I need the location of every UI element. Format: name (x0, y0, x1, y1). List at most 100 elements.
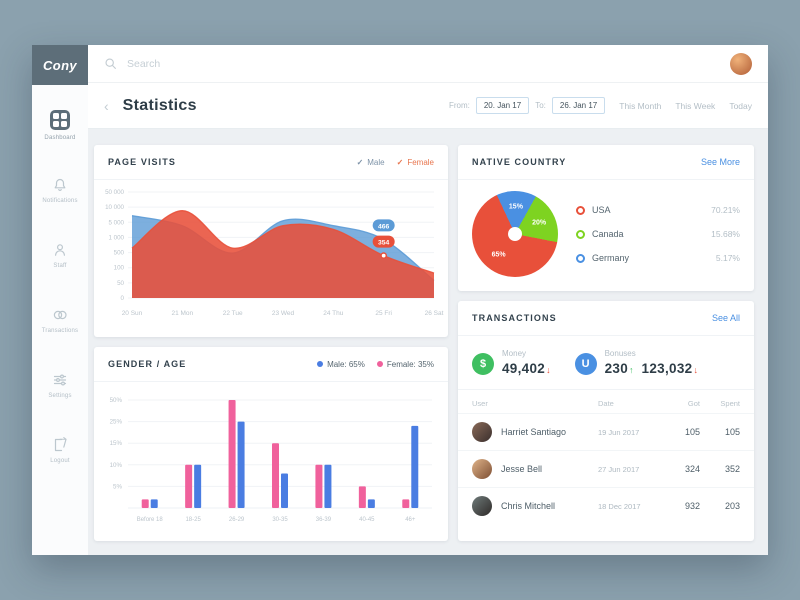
transaction-row[interactable]: Chris Mitchell 18 Dec 2017 932 203 (458, 487, 754, 524)
sidebar-item-label: Staff (53, 263, 67, 269)
svg-text:18-25: 18-25 (185, 517, 201, 523)
search-input[interactable] (125, 56, 730, 71)
sidebar-item-logout[interactable]: Logout (32, 418, 88, 483)
svg-text:0: 0 (121, 295, 125, 302)
legend-row-canada[interactable]: Canada 15.68% (576, 222, 740, 246)
range-this-month[interactable]: This Month (619, 100, 662, 111)
svg-text:46+: 46+ (405, 517, 416, 523)
user-avatar[interactable] (730, 52, 752, 75)
stat-value: 49,402 (502, 361, 546, 376)
legend-male: Male: 65% (317, 360, 365, 369)
search-icon (105, 58, 116, 69)
svg-text:50: 50 (117, 280, 124, 287)
legend-toggle-female[interactable]: ✓ Female (397, 158, 434, 167)
svg-text:25%: 25% (110, 419, 123, 426)
date-range-controls: From: 20. Jan 17 To: 26. Jan 17 This Mon… (449, 97, 752, 114)
legend-ring (576, 229, 585, 239)
range-this-week[interactable]: This Week (675, 100, 716, 111)
legend-toggle-male[interactable]: ✓ Male (357, 158, 385, 167)
user-name: Harriet Santiago (501, 427, 567, 437)
user-name: Chris Mitchell (501, 501, 556, 511)
pie-hole (508, 227, 522, 241)
country-name: USA (592, 205, 611, 215)
sidebar-item-notifications[interactable]: Notifications (32, 158, 88, 223)
sidebar-item-label: Notifications (42, 198, 78, 204)
bonuses-stat: U Bonuses 230↑ 123,032↓ (574, 349, 698, 378)
legend-row-usa[interactable]: USA 70.21% (576, 198, 740, 222)
sidebar-item-staff[interactable]: Staff (32, 223, 88, 288)
stat-value: 123,032 (641, 361, 693, 376)
date-from-button[interactable]: 20. Jan 17 (475, 97, 530, 114)
got: 324 (684, 464, 700, 474)
svg-text:26-29: 26-29 (229, 517, 245, 523)
app-logo: Cony (32, 45, 88, 85)
page-title: Statistics (122, 96, 197, 114)
coins-icon (53, 310, 67, 320)
legend-dot (317, 361, 324, 367)
app-window: Cony Dashboard Notifications Staff Trans… (32, 45, 768, 555)
sidebar-item-label: Transactions (41, 328, 79, 334)
card-title: GENDER / AGE (108, 359, 187, 369)
legend-ring (576, 205, 585, 215)
sidebar-item-settings[interactable]: Settings (32, 353, 88, 418)
legend-label: Male (367, 157, 385, 167)
user-name: Jesse Bell (501, 464, 543, 474)
sidebar-nav: Dashboard Notifications Staff Transactio… (32, 85, 88, 483)
card-title: NATIVE COUNTRY (472, 157, 567, 167)
country-legend: USA 70.21% Canada 15.68% Germany 5.17% (576, 198, 740, 270)
arrow-down-icon: ↓ (546, 365, 551, 375)
back-chevron-icon[interactable]: ‹ (104, 97, 109, 114)
svg-text:40-45: 40-45 (359, 517, 375, 523)
svg-text:10 000: 10 000 (105, 204, 124, 211)
svg-text:50%: 50% (110, 397, 123, 404)
page-visits-card: PAGE VISITS ✓ Male ✓ Female 50 000 10 000… (94, 145, 448, 337)
card-title: TRANSACTIONS (472, 313, 557, 323)
gender-age-card: GENDER / AGE Male: 65% Female: 35% 5% 10%… (94, 347, 448, 541)
table-header: User Date Got Spent (458, 390, 754, 413)
sliders-icon (53, 374, 67, 386)
spent: 105 (724, 427, 740, 437)
transaction-row[interactable]: Harriet Santiago 19 Jun 2017 105 105 (458, 413, 754, 450)
transaction-row[interactable]: Jesse Bell 27 Jun 2017 324 352 (458, 450, 754, 487)
dollar-icon: $ (472, 352, 494, 375)
range-today[interactable]: Today (729, 100, 752, 111)
svg-text:20 Sun: 20 Sun (122, 310, 143, 317)
see-all-link[interactable]: See All (711, 313, 740, 323)
sidebar-item-dashboard[interactable]: Dashboard (32, 93, 88, 158)
card-title: PAGE VISITS (108, 157, 176, 167)
arrow-down-icon: ↓ (693, 365, 698, 375)
dashboard-icon (50, 110, 70, 130)
from-label: From: (448, 101, 470, 110)
country-value: 15.68% (711, 229, 740, 239)
svg-text:21 Mon: 21 Mon (171, 310, 193, 317)
svg-text:26 Sat: 26 Sat (425, 310, 444, 317)
col-spent: Spent (720, 399, 740, 408)
svg-text:Before 18: Before 18 (137, 517, 164, 523)
content-area: PAGE VISITS ✓ Male ✓ Female 50 000 10 000… (88, 129, 768, 555)
bell-icon (54, 178, 66, 191)
svg-text:1 000: 1 000 (109, 234, 125, 241)
date-to-button[interactable]: 26. Jan 17 (551, 97, 606, 114)
avatar (472, 459, 492, 479)
native-country-card: NATIVE COUNTRY See More 15% 20% 65% USA 70… (458, 145, 754, 291)
svg-text:25 Fri: 25 Fri (375, 310, 392, 317)
col-user: User (472, 399, 488, 408)
legend-dot (376, 361, 383, 367)
svg-text:5 000: 5 000 (109, 219, 125, 226)
sidebar-item-label: Logout (50, 458, 70, 464)
legend-row-germany[interactable]: Germany 5.17% (576, 246, 740, 270)
legend-female: Female: 35% (376, 360, 434, 369)
svg-text:354: 354 (378, 240, 390, 247)
legend-ring (576, 253, 585, 263)
sidebar: Cony Dashboard Notifications Staff Trans… (32, 45, 89, 555)
sidebar-item-transactions[interactable]: Transactions (32, 288, 88, 353)
stat-label: Money (502, 349, 527, 358)
arrow-up-icon: ↑ (629, 365, 634, 375)
see-more-link[interactable]: See More (700, 157, 740, 167)
svg-text:22 Tue: 22 Tue (223, 310, 243, 317)
logout-icon (54, 437, 67, 452)
money-stat: $ Money 49,402↓ (472, 349, 551, 378)
svg-text:100: 100 (114, 265, 125, 272)
country-value: 5.17% (715, 253, 740, 263)
